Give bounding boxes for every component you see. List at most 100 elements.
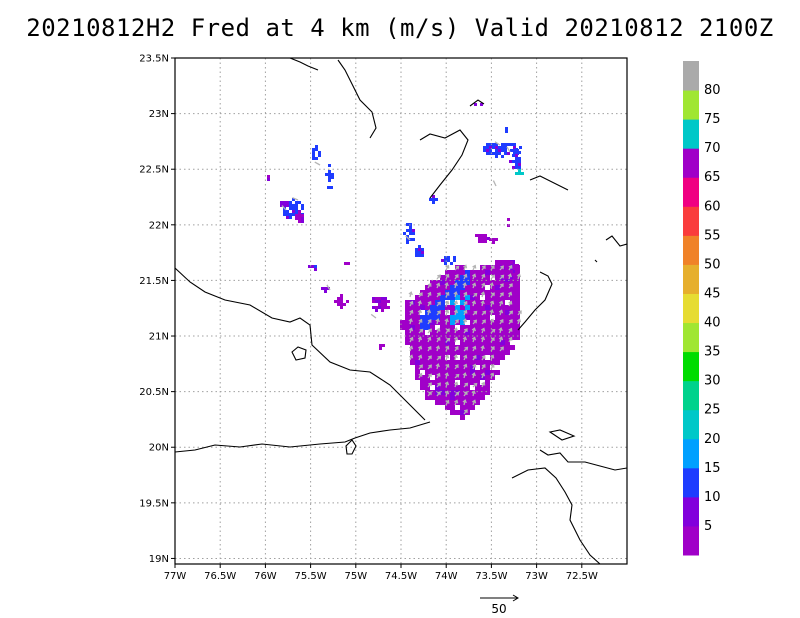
- wind-arrow: [370, 313, 377, 319]
- wind-arrowhead: [454, 364, 459, 368]
- wind-cell: [455, 285, 460, 290]
- wind-cell: [495, 370, 500, 375]
- wind-cell: [283, 204, 286, 207]
- wind-cell: [470, 295, 475, 300]
- wind-cell: [430, 335, 435, 340]
- wind-cell: [515, 154, 518, 157]
- wind-cell: [447, 256, 450, 259]
- wind-cell: [485, 375, 490, 380]
- wind-cell: [289, 213, 292, 216]
- wind-arrow: [326, 284, 331, 291]
- wind-cell: [516, 264, 519, 267]
- wind-cell: [480, 360, 485, 365]
- wind-cell: [475, 380, 480, 385]
- wind-cell: [450, 410, 455, 415]
- wind-cell: [286, 216, 289, 219]
- wind-cell: [486, 146, 489, 149]
- coastline: [594, 259, 598, 263]
- colorbar-label: 15: [704, 461, 721, 476]
- wind-cell: [475, 375, 480, 380]
- wind-arrowhead: [435, 363, 440, 368]
- wind-cell: [435, 385, 440, 390]
- wind-cell: [460, 395, 465, 400]
- wind-cell: [475, 305, 480, 310]
- colorbar-swatch: [683, 61, 699, 91]
- coastlines: [175, 58, 627, 564]
- wind-cell: [515, 285, 520, 290]
- wind-cell: [495, 155, 498, 158]
- wind-cell: [460, 320, 465, 325]
- wind-arrowhead: [453, 291, 458, 296]
- wind-arrowhead: [436, 327, 441, 332]
- wind-cell: [515, 163, 518, 166]
- wind-cell: [440, 275, 445, 280]
- wind-cell: [470, 365, 475, 370]
- wind-cell: [515, 148, 518, 151]
- wind-arrowhead: [455, 265, 460, 270]
- wind-cell: [440, 295, 445, 300]
- wind-cell: [490, 340, 495, 345]
- wind-cell: [460, 380, 465, 385]
- wind-cell: [415, 310, 420, 315]
- wind-arrowhead: [435, 318, 440, 323]
- wind-cell: [485, 310, 490, 315]
- wind-arrowhead: [418, 372, 423, 377]
- wind-cell: [321, 287, 324, 290]
- wind-cell: [425, 315, 430, 320]
- wind-cell: [486, 149, 489, 152]
- wind-cell: [445, 295, 450, 300]
- wind-cell: [450, 395, 455, 400]
- wind-arrowhead: [436, 336, 441, 341]
- wind-cell: [510, 279, 513, 282]
- wind-cell: [430, 290, 435, 295]
- colorbar-swatch: [683, 293, 699, 324]
- wind-cell: [460, 270, 465, 275]
- wind-cell: [340, 303, 343, 306]
- wind-cell: [500, 355, 505, 360]
- wind-cell: [475, 295, 480, 300]
- wind-arrowhead: [473, 319, 478, 324]
- wind-arrowhead: [481, 273, 486, 278]
- wind-cell: [440, 305, 445, 310]
- lat-tick-label: 22N: [149, 220, 169, 231]
- lon-tick-label: 74.5W: [385, 571, 417, 582]
- wind-cell: [450, 330, 455, 335]
- wind-cell: [298, 214, 301, 217]
- wind-cell: [485, 265, 490, 270]
- wind-cell: [510, 280, 515, 285]
- wind-cell: [470, 395, 475, 400]
- wind-cell: [515, 290, 520, 295]
- wind-cell: [474, 103, 477, 106]
- wind-cell: [324, 290, 327, 293]
- wind-arrowhead: [481, 265, 486, 270]
- wind-cell: [460, 370, 465, 375]
- wind-cell: [475, 385, 480, 390]
- wind-cell: [505, 310, 510, 315]
- wind-cell: [450, 370, 455, 375]
- wind-cell: [512, 154, 515, 157]
- wind-cell: [513, 273, 516, 276]
- wind-arrowhead: [462, 372, 467, 377]
- wind-cell: [465, 270, 470, 275]
- wind-cell: [301, 204, 304, 207]
- wind-cell: [400, 320, 405, 325]
- wind-cell: [410, 325, 415, 330]
- wind-cell: [440, 360, 445, 365]
- coastline: [605, 235, 627, 247]
- wind-cell: [470, 355, 475, 360]
- wind-cell: [498, 270, 501, 273]
- wind-cell: [405, 315, 410, 320]
- wind-arrowhead: [446, 328, 450, 333]
- wind-cell: [515, 280, 520, 285]
- wind-cell: [312, 148, 315, 151]
- wind-cell: [420, 380, 425, 385]
- wind-cell: [315, 157, 318, 160]
- wind-cell: [295, 204, 298, 207]
- wind-cell: [405, 330, 410, 335]
- wind-arrowhead: [426, 309, 432, 314]
- wind-cell: [347, 262, 350, 265]
- wind-arrowhead: [464, 346, 469, 351]
- wind-cell: [435, 310, 440, 315]
- wind-cell: [420, 360, 425, 365]
